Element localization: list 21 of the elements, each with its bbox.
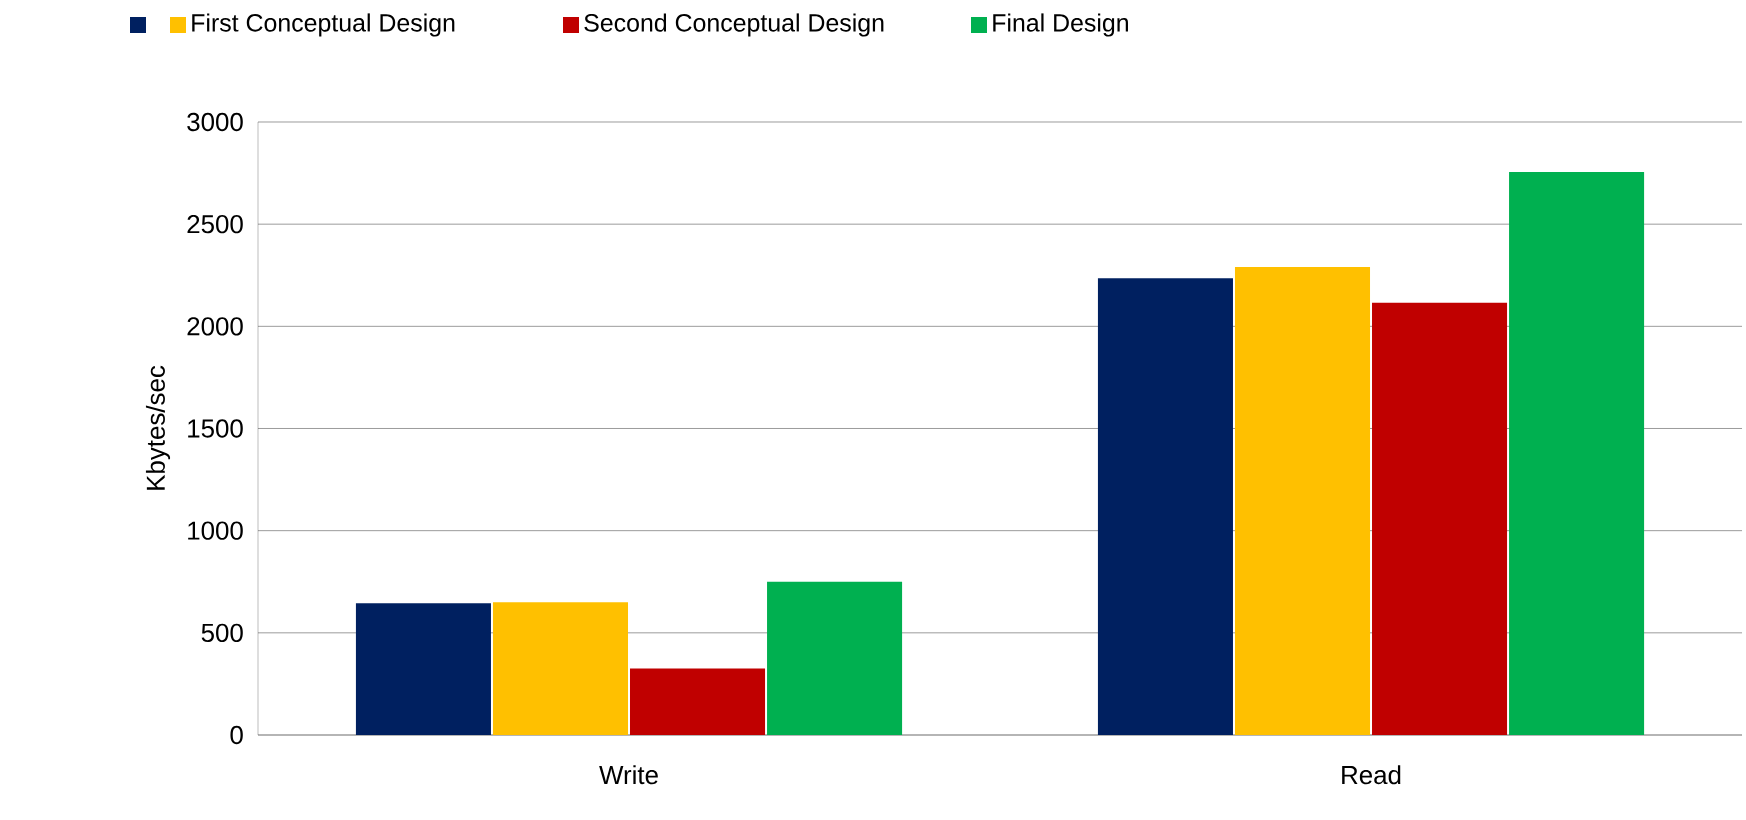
x-tick-label: Read xyxy=(1342,765,1401,785)
legend-label: Second Conceptual Design xyxy=(584,13,884,37)
bar xyxy=(492,602,629,735)
y-tick-label: 0 xyxy=(230,725,243,745)
y-tick-label: 1000 xyxy=(188,521,243,540)
bar xyxy=(630,668,766,735)
y-tick-label: 500 xyxy=(201,623,243,642)
bar xyxy=(1234,267,1371,735)
bar xyxy=(1097,278,1233,735)
y-tick-label: 2000 xyxy=(187,317,243,336)
y-tick-label: 1500 xyxy=(188,419,243,438)
y-tick-label: 3000 xyxy=(187,112,243,132)
legend-label: First Conceptual Design xyxy=(192,13,455,37)
y-axis-title: Kbytes/sec xyxy=(145,365,171,490)
legend-label: Final Design xyxy=(993,13,1128,37)
x-tick-label: Write xyxy=(599,765,658,785)
bar xyxy=(767,581,903,735)
bar xyxy=(355,603,491,735)
y-tick-label: 2500 xyxy=(187,214,243,234)
bar xyxy=(1509,172,1645,735)
bar xyxy=(1372,302,1508,735)
